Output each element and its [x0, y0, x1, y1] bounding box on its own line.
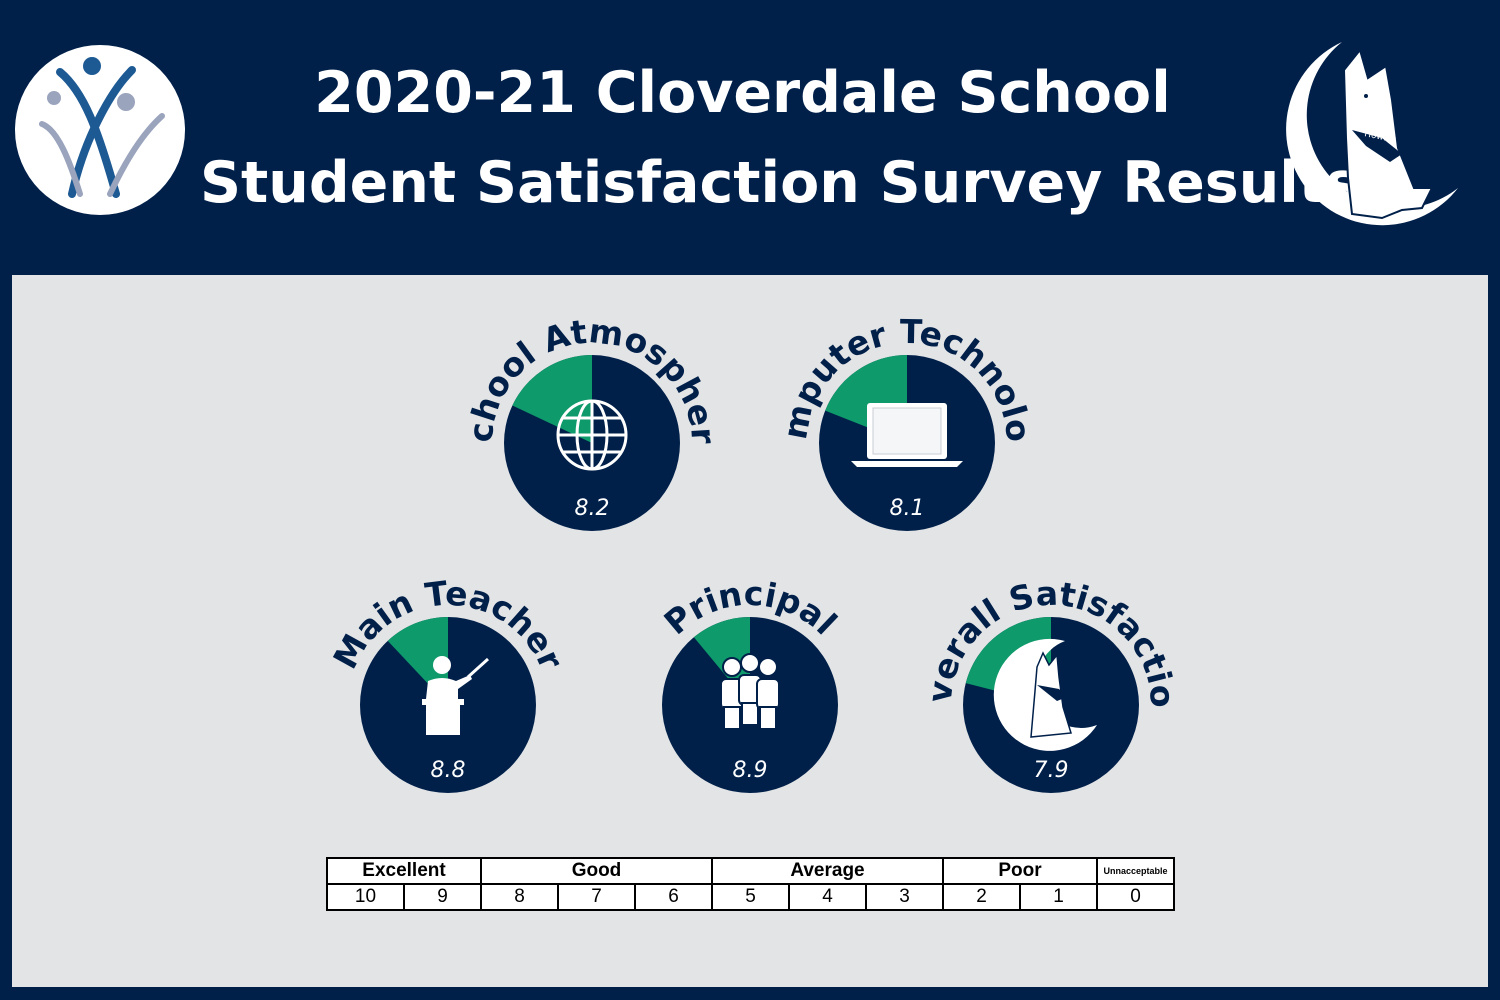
score-value: 7.9: [1034, 758, 1069, 783]
satisfaction-charts: 8.2School Atmosphere8.1Computer Technolo…: [12, 275, 1182, 793]
wolf-mascot-icon: [993, 638, 1097, 751]
scale-number: 1: [1019, 883, 1098, 911]
scale-number: 5: [711, 883, 790, 911]
score-value: 8.8: [431, 758, 466, 783]
scale-number: 10: [326, 883, 405, 911]
laptop-icon: [851, 403, 963, 467]
header: 2020-21 Cloverdale School Student Satisf…: [0, 0, 1500, 275]
wolf-mascot-logo-icon: Howler: [1286, 42, 1458, 226]
donut-overall-satisfaction: 7.9Overall Satisfaction: [12, 275, 1182, 793]
scale-number: 4: [788, 883, 867, 911]
scale-category: Excellent: [326, 857, 482, 885]
rating-scale-table: Excellent Good Average Poor Unnacceptabl…: [326, 857, 1175, 911]
scale-number: 0: [1096, 883, 1175, 911]
scale-number: 9: [403, 883, 482, 911]
donut-school-atmosphere: 8.2School Atmosphere: [12, 275, 723, 531]
scale-number: 7: [557, 883, 636, 911]
people-group-icon: [720, 653, 780, 730]
score-value: 8.1: [890, 496, 925, 521]
teacher-icon: [422, 656, 490, 735]
scale-category: Good: [480, 857, 713, 885]
remainder-slice: [512, 355, 592, 443]
scale-number: 6: [634, 883, 713, 911]
title-line-2: Student Satisfaction Survey Results: [200, 150, 1360, 216]
scale-category: Average: [711, 857, 944, 885]
title-line-1: 2020-21 Cloverdale School: [314, 60, 1171, 126]
scale-category: Poor: [942, 857, 1098, 885]
globe-icon: [556, 399, 628, 471]
scale-category: Unnacceptable: [1096, 857, 1175, 885]
scale-number: 8: [480, 883, 559, 911]
score-value: 8.2: [575, 496, 610, 521]
page-title: 2020-21 Cloverdale School Student Satisf…: [200, 48, 1360, 228]
school-logo-icon: [15, 45, 185, 215]
results-panel: 8.2School Atmosphere8.1Computer Technolo…: [12, 275, 1488, 987]
score-value: 8.9: [733, 758, 768, 783]
scale-number: 3: [865, 883, 944, 911]
scale-number: 2: [942, 883, 1021, 911]
